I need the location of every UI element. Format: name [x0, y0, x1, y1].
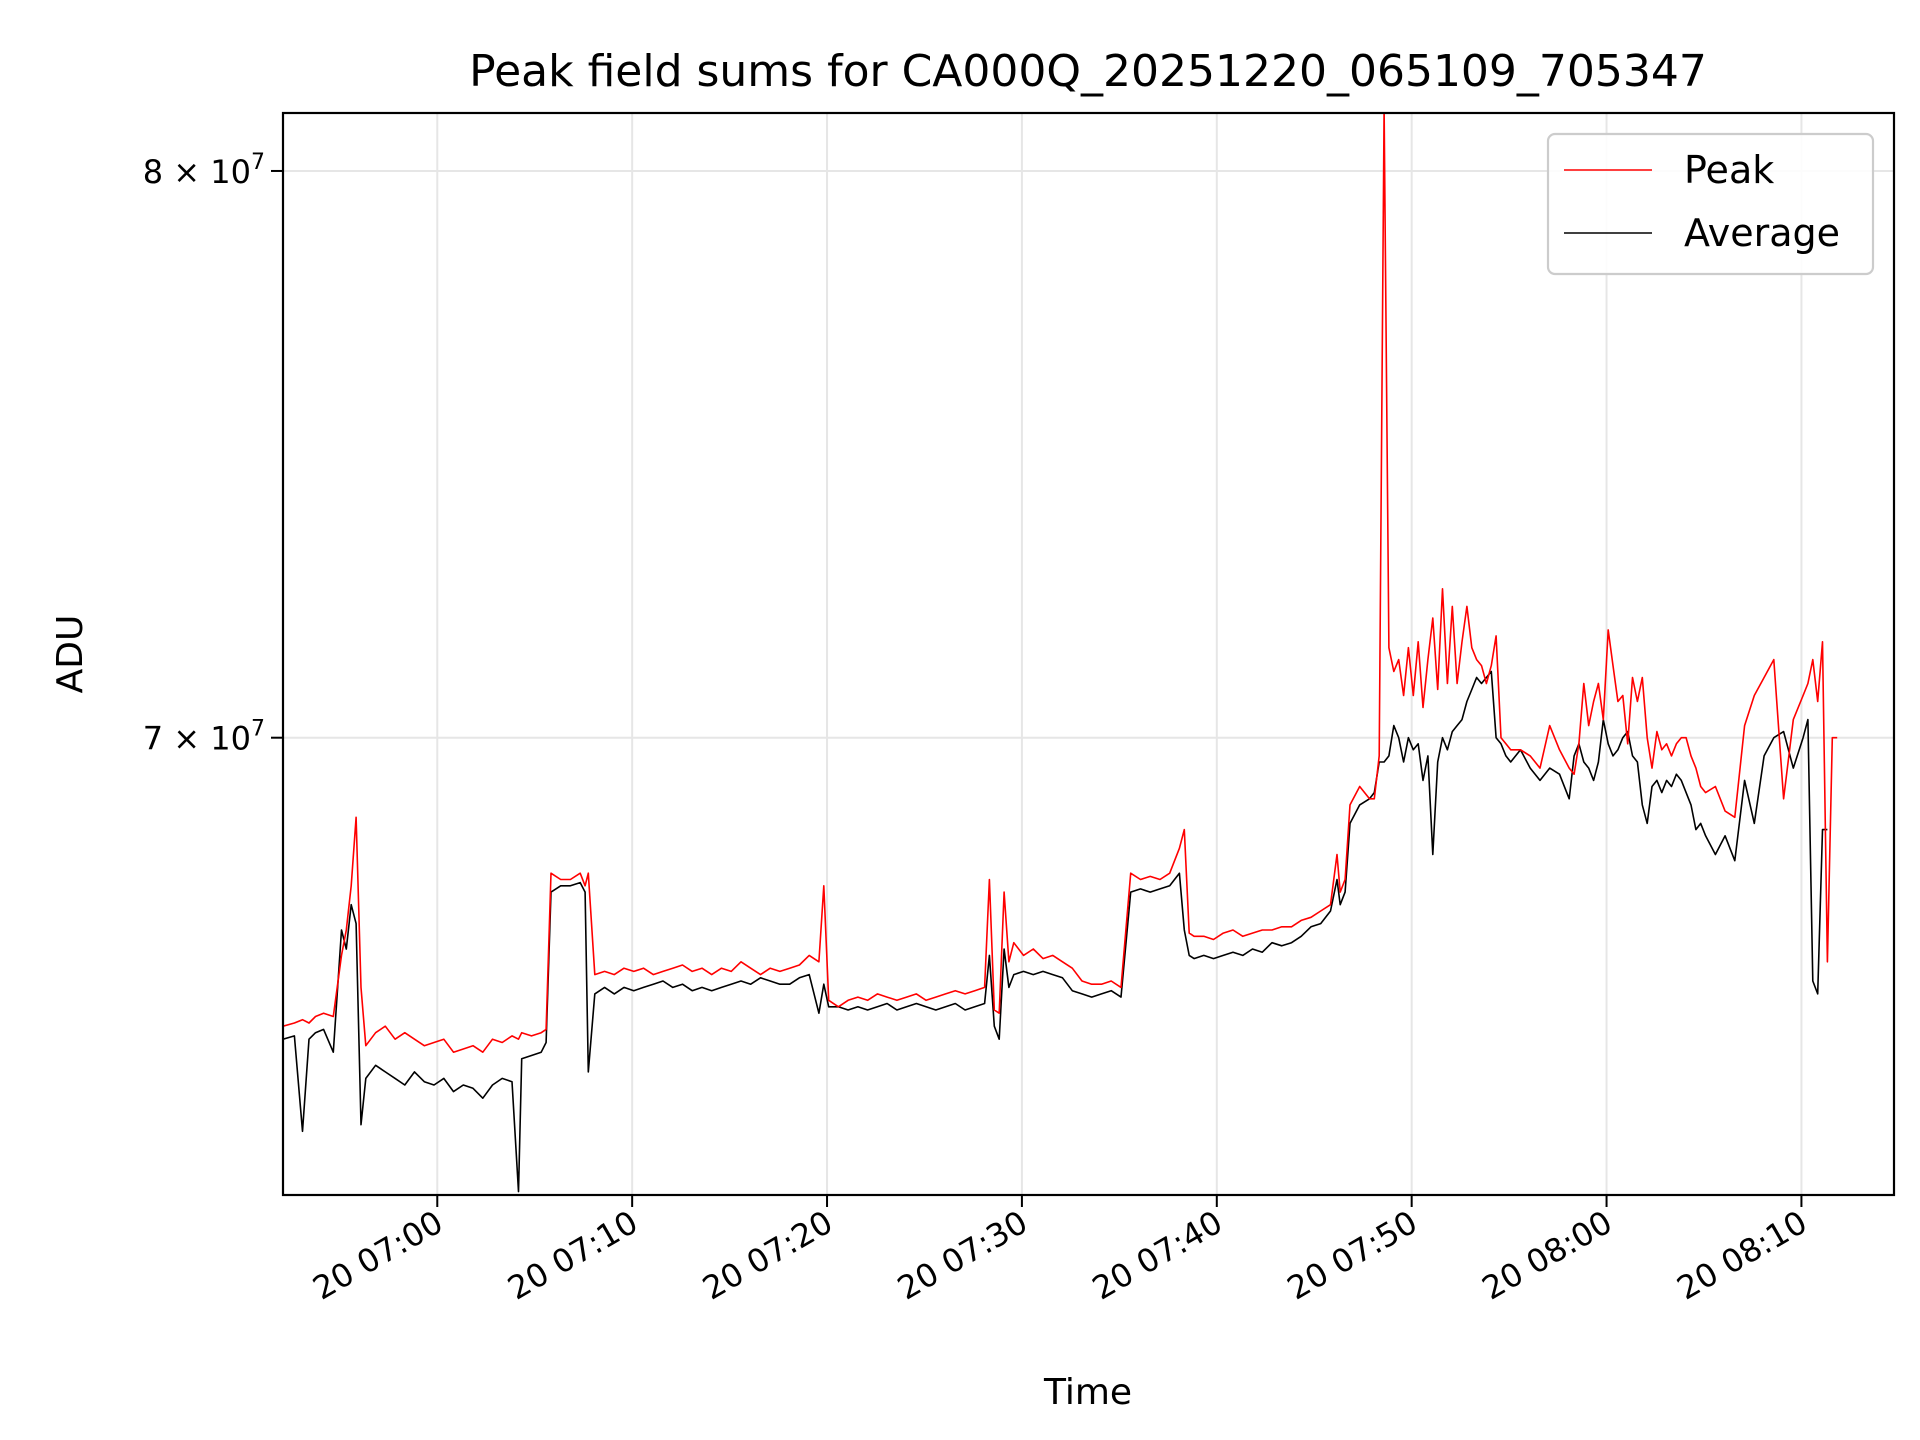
- y-axis: 7 × 107 8 × 107: [143, 150, 283, 758]
- plot-area-frame: [281, 111, 1896, 1197]
- y-tick-label: 8 × 107: [143, 150, 265, 191]
- legend-box: [1546, 132, 1875, 276]
- y-tick-label: 7 × 107: [143, 717, 265, 758]
- legend-label-peak: Peak: [1684, 148, 1774, 192]
- chart-title: Peak field sums for CA000Q_20251220_0651…: [469, 46, 1707, 97]
- series-line-peak: [283, 113, 1838, 1053]
- x-axis-label: Time: [1043, 1372, 1132, 1413]
- series-group: [283, 113, 1838, 1193]
- legend-label-average: Average: [1684, 211, 1840, 255]
- y-axis-label: ADU: [50, 615, 91, 694]
- series-line-average: [283, 670, 1828, 1193]
- legend: Peak Average: [1546, 132, 1875, 276]
